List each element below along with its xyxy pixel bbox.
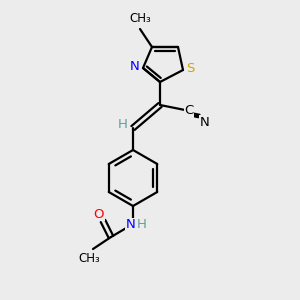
Text: S: S: [186, 61, 194, 74]
Text: H: H: [137, 218, 147, 232]
Text: C: C: [184, 104, 194, 118]
Text: O: O: [94, 208, 104, 220]
Text: N: N: [200, 116, 210, 128]
Text: H: H: [118, 118, 128, 131]
Text: CH₃: CH₃: [129, 13, 151, 26]
Text: N: N: [130, 61, 140, 74]
Text: N: N: [126, 218, 136, 232]
Text: CH₃: CH₃: [78, 251, 100, 265]
